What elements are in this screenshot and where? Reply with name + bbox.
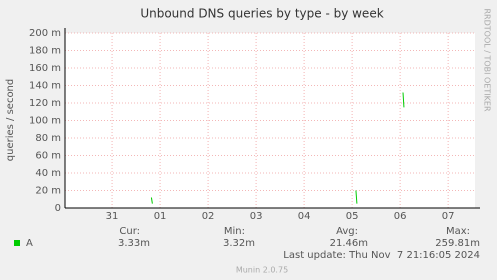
y-tick-label: 160 m xyxy=(29,63,61,74)
y-tick-label: 20 m xyxy=(35,186,61,197)
y-tick-label: 100 m xyxy=(29,116,61,127)
y-tick-label: 120 m xyxy=(29,98,61,109)
last-update: Last update: Thu Nov 7 21:16:05 2024 xyxy=(283,250,480,261)
stat-value: 21.46m xyxy=(330,238,368,249)
side-text: RRDTOOL / TOBI OETIKER xyxy=(483,8,492,111)
series-line xyxy=(355,190,358,204)
x-tick-label: 07 xyxy=(442,211,455,222)
stat-header: Min: xyxy=(224,226,245,237)
chart-title: Unbound DNS queries by type - by week xyxy=(140,7,383,21)
x-tick-label: 03 xyxy=(250,211,263,222)
x-tick-label: 31 xyxy=(106,211,119,222)
stat-header: Max: xyxy=(446,226,470,237)
stat-value: 259.81m xyxy=(435,238,480,249)
y-tick-label: 60 m xyxy=(35,151,61,162)
x-tick-label: 01 xyxy=(154,211,167,222)
series-line xyxy=(402,92,405,108)
y-tick-label: 140 m xyxy=(29,81,61,92)
y-tick-label: 0 xyxy=(55,203,61,214)
y-axis-label: queries / second xyxy=(5,79,16,161)
legend-swatch xyxy=(14,240,20,246)
footer: Munin 2.0.75 xyxy=(236,266,288,275)
y-tick-label: 40 m xyxy=(35,168,61,179)
legend-label: A xyxy=(26,238,33,249)
x-tick-label: 04 xyxy=(298,211,311,222)
y-tick-label: 180 m xyxy=(29,46,61,57)
y-tick-label: 200 m xyxy=(29,28,61,39)
stat-header: Cur: xyxy=(119,226,140,237)
x-tick-label: 06 xyxy=(394,211,407,222)
stat-header: Avg: xyxy=(336,226,358,237)
y-tick-label: 80 m xyxy=(35,133,61,144)
stat-value: 3.33m xyxy=(118,238,150,249)
series-line xyxy=(150,197,153,204)
stat-value: 3.32m xyxy=(223,238,255,249)
x-tick-label: 05 xyxy=(346,211,359,222)
x-tick-label: 02 xyxy=(202,211,215,222)
